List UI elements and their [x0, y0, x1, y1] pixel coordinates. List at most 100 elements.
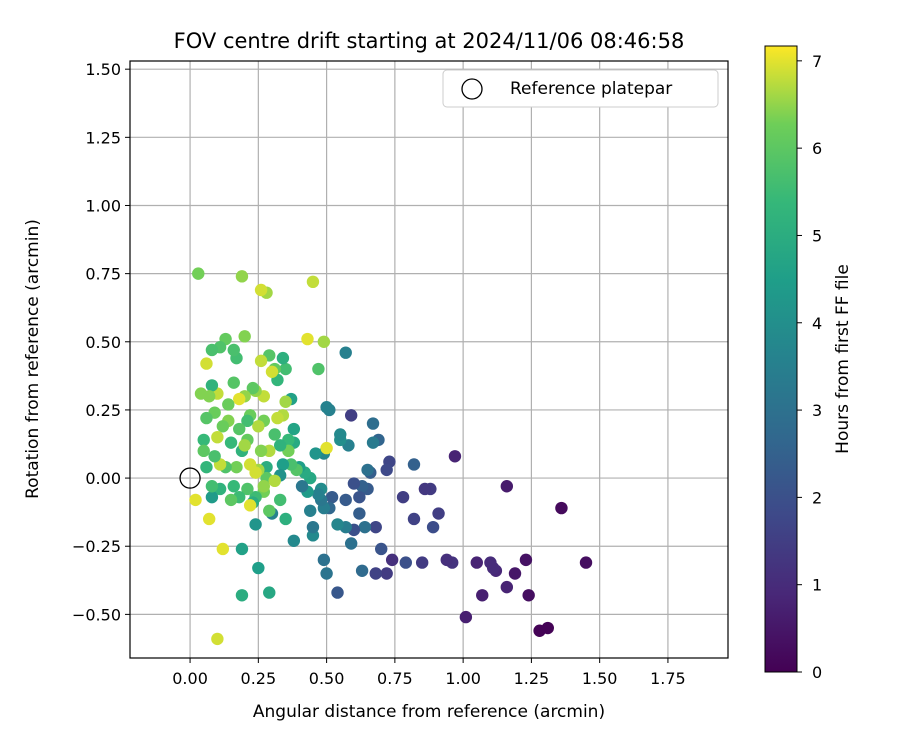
- scatter-point: [263, 586, 276, 599]
- x-axis-label: Angular distance from reference (arcmin): [253, 702, 605, 722]
- grid: [130, 61, 728, 658]
- scatter-point: [344, 537, 358, 550]
- legend-box: [442, 69, 719, 108]
- scatter-point: [249, 518, 262, 531]
- scatter-point: [355, 564, 369, 577]
- scatter-point: [295, 480, 309, 493]
- scatter-point: [301, 332, 314, 346]
- scatter-point: [246, 381, 260, 395]
- chart-title: FOV centre drift starting at 2024/11/06 …: [174, 29, 685, 53]
- scatter-point: [235, 270, 249, 283]
- scatter-point: [268, 474, 281, 488]
- colorbar-ticks: 0 1 2 3 4 5 6 7: [797, 52, 822, 682]
- scatter-point: [235, 589, 249, 602]
- scatter-point: [276, 458, 290, 471]
- scatter-point: [415, 556, 429, 569]
- scatter-point: [476, 589, 489, 602]
- scatter-point: [339, 493, 352, 507]
- scatter-point: [407, 458, 421, 471]
- legend: Reference platepar: [442, 69, 719, 108]
- scatter-point: [202, 512, 216, 526]
- scatter-point: [243, 499, 257, 512]
- scatter-point: [208, 450, 221, 463]
- y-tick-label: 1.00: [85, 196, 121, 215]
- x-tick-label: 0.25: [241, 669, 277, 688]
- scatter-point: [200, 357, 213, 370]
- x-tick-label: 1.25: [514, 669, 550, 688]
- scatter-point: [375, 542, 388, 556]
- colorbar-gradient: [764, 45, 798, 673]
- scatter-point: [233, 422, 246, 436]
- scatter-point: [224, 436, 238, 449]
- scatter-point: [484, 556, 497, 569]
- scatter-point: [304, 504, 317, 517]
- scatter-point: [380, 463, 393, 477]
- scatter-point: [334, 428, 347, 441]
- scatter-point: [252, 561, 265, 575]
- scatter-point: [325, 490, 339, 504]
- scatter-point: [418, 482, 432, 496]
- scatter-point: [508, 567, 522, 580]
- scatter-point: [358, 520, 372, 534]
- scatter-point: [233, 392, 246, 406]
- x-tick-label: 0.75: [377, 669, 413, 688]
- scatter-point: [189, 493, 202, 507]
- scatter-point: [320, 567, 333, 580]
- scatter-point: [235, 542, 249, 556]
- scatter-point: [227, 343, 240, 357]
- scatter-point: [353, 507, 366, 520]
- x-tick-label: 1.00: [445, 669, 481, 688]
- colorbar-tick-label: 0: [812, 663, 822, 682]
- scatter-point: [470, 556, 483, 569]
- scatter-point: [216, 542, 230, 556]
- y-tick-label: −0.25: [72, 537, 121, 556]
- scatter-point: [279, 362, 292, 376]
- y-tick-label: 0.50: [85, 333, 121, 352]
- scatter-point: [205, 379, 219, 392]
- scatter-point: [279, 512, 292, 526]
- scatter-point: [339, 346, 352, 359]
- colorbar-tick-label: 5: [812, 226, 822, 245]
- scatter-point: [241, 482, 254, 496]
- y-axis-label: Rotation from reference (arcmin): [23, 219, 43, 499]
- y-tick-label: 0.00: [85, 469, 121, 488]
- scatter-point: [211, 632, 224, 646]
- colorbar-tick-label: 6: [812, 139, 822, 158]
- colorbar-tick-label: 1: [812, 576, 822, 595]
- scatter-point: [353, 490, 366, 504]
- scatter-point: [369, 520, 382, 534]
- scatter-point: [380, 567, 393, 580]
- scatter-point: [366, 417, 380, 430]
- scatter-point: [216, 420, 230, 433]
- scatter-point: [432, 507, 445, 520]
- scatter-point: [227, 376, 240, 389]
- x-axis-ticks: 0.00 0.25 0.50 0.75 1.00 1.25 1.50 1.75: [172, 658, 686, 688]
- scatter-point: [320, 441, 333, 455]
- scatter-point: [276, 351, 290, 365]
- scatter-point: [500, 480, 514, 493]
- scatter-point: [238, 330, 251, 343]
- scatter-point: [522, 589, 535, 602]
- x-tick-label: 0.00: [172, 669, 208, 688]
- scatter-point: [257, 480, 270, 493]
- scatter-point: [361, 463, 374, 477]
- scatter-point: [344, 409, 358, 422]
- scatter-point: [224, 493, 238, 507]
- scatter-point: [448, 450, 462, 463]
- scatter-point: [254, 444, 268, 458]
- colorbar-tick-label: 4: [812, 314, 822, 333]
- scatter-point: [287, 422, 301, 436]
- scatter-point: [222, 398, 235, 411]
- colorbar-tick-label: 3: [812, 401, 822, 420]
- legend-label: Reference platepar: [510, 79, 672, 99]
- scatter-point: [205, 490, 219, 504]
- scatter-point: [205, 480, 219, 493]
- scatter-point: [200, 460, 213, 474]
- scatter-point: [249, 466, 262, 479]
- x-tick-label: 1.50: [582, 669, 618, 688]
- scatter-point: [385, 553, 399, 567]
- scatter-point: [287, 534, 301, 547]
- scatter-point: [306, 275, 320, 289]
- scatter-point: [252, 420, 265, 433]
